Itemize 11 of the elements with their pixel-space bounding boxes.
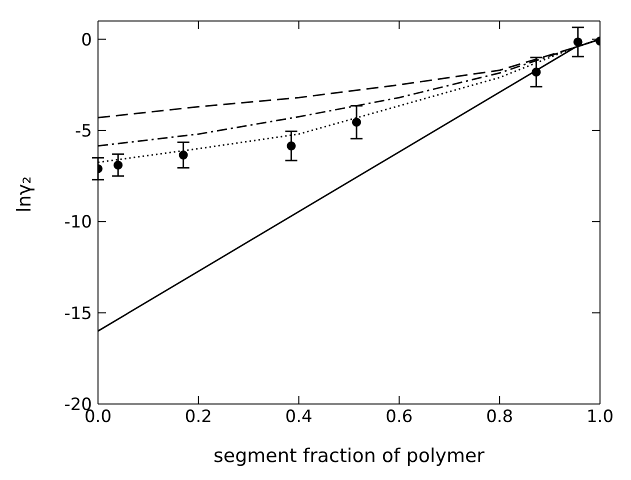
x-tick-label: 0.6 [386,407,413,428]
x-tick-label: 0.4 [285,407,312,428]
x-tick-label: 0.8 [486,407,514,428]
y-tick-label: -5 [75,121,92,142]
x-tick-label: 0.2 [184,407,212,428]
y-tick-label: -10 [64,212,92,233]
y-axis-title: lnγ₂ [14,176,36,212]
y-tick-label: -15 [64,304,92,324]
x-tick-label: 1.0 [586,407,614,428]
x-axis-title: segment fraction of polymer [214,445,485,467]
y-tick-label: 0 [81,30,92,50]
